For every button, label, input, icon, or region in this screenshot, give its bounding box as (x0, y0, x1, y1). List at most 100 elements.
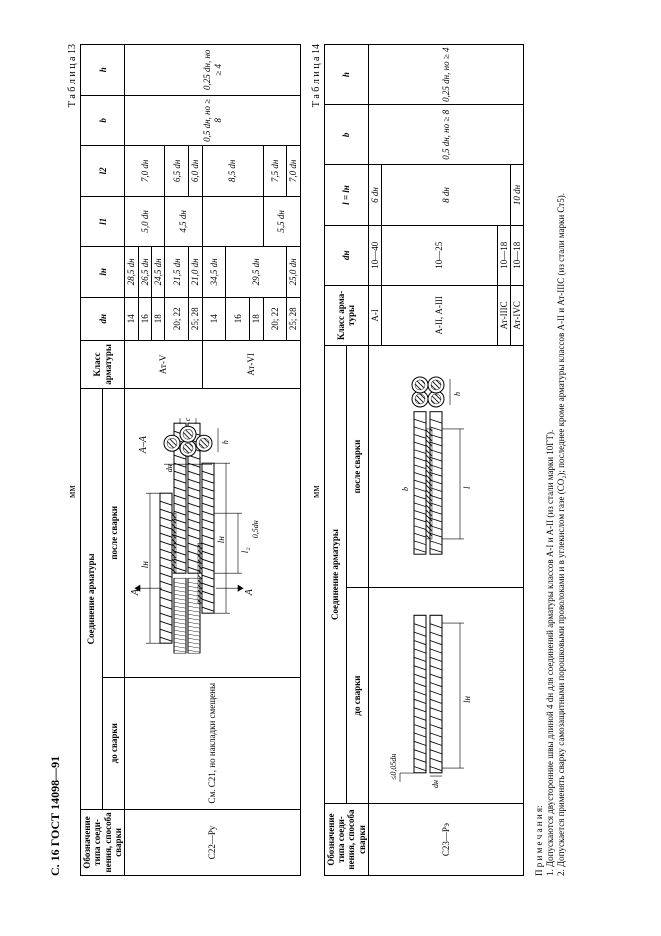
table-row: 7,0 dн (125, 146, 165, 197)
class-2: Ат-VI (202, 340, 300, 388)
notes: П р и м е ч а н и я: 1. Допускаются двус… (534, 44, 566, 876)
type-code-13: С22—Ру (125, 809, 300, 875)
note-1: 1. Допускаются двусторонние швы длиной 4… (545, 430, 555, 876)
diagram-14-before: ≤0,05dн lн dн (369, 588, 524, 804)
svg-text:l₂: l₂ (240, 547, 250, 553)
table-row: 25; 28 (189, 297, 202, 340)
table-row: 34,5 dн (202, 247, 226, 298)
diagram-14-after: l b h (369, 346, 524, 588)
col-class-14: Класс арма­туры (324, 285, 368, 345)
table-row: 16 (138, 297, 151, 340)
table-row: 10—25 (382, 225, 497, 285)
table-14-section: мм Т а б л и ц а 14 Обозначение типа сое… (311, 44, 525, 876)
col-conn-14: Соединение арматуры (324, 346, 346, 804)
col-b: b (81, 95, 125, 146)
table-row: 18 (250, 297, 263, 340)
table-row: 29,5 dн (226, 247, 287, 298)
svg-text:h: h (453, 392, 462, 396)
table-row: 14 (202, 297, 226, 340)
table-row: 26,5 dн (138, 247, 151, 298)
col-before-14: до сварки (346, 588, 368, 804)
table-row: 7,5 dн (263, 146, 287, 197)
svg-text:lн: lн (140, 560, 150, 568)
table-row: Ат-IIIС (497, 285, 510, 345)
table-14: Обозначение типа соеди­нения, спо­соба с… (324, 44, 525, 876)
col-class: Класс арма­туры (81, 340, 125, 388)
col-d-14: dн (324, 225, 368, 285)
table-row: 21,0 dн (189, 247, 202, 298)
svg-text:dн: dн (165, 464, 174, 472)
col-after: после сварки (103, 388, 125, 677)
table-13: Обозначение типа соеди­нения, спо­соба с… (80, 44, 301, 876)
before-note: См. С21, но накладки смещены (125, 677, 300, 809)
table-row: 6,0 dн (189, 146, 202, 197)
svg-text:b: b (401, 487, 410, 491)
svg-text:≤0,05dн: ≤0,05dн (389, 754, 398, 780)
table-row: 25,0 dн (287, 247, 300, 298)
table-13-caption: Т а б л и ц а 13 (67, 44, 78, 107)
col-conn: Соединение арматуры (81, 388, 103, 809)
svg-text:А: А (130, 588, 141, 596)
svg-text:lн: lн (216, 535, 226, 543)
svg-text:А: А (244, 588, 255, 596)
svg-text:h: h (221, 440, 230, 444)
col-h: h (81, 45, 125, 96)
table-row: 7,0 dн (287, 146, 300, 197)
col-h-14: h (324, 45, 368, 105)
col-l1: l1 (81, 196, 125, 247)
table-row: 8 dн (382, 165, 511, 225)
svg-text:А–А: А–А (138, 435, 149, 454)
table-row: 28,5 dн (125, 247, 138, 298)
table-13-section: мм Т а б л и ц а 13 Обозначение типа сое… (67, 44, 301, 876)
table-row (202, 196, 263, 247)
type-code-14: С23—Рэ (369, 804, 524, 876)
diagram-13: lн lн l₂ 0,5dн А А А–А (125, 388, 300, 677)
svg-text:lн: lн (462, 696, 472, 704)
note-2: 2. Допускается применять сварку самозащи… (556, 193, 566, 876)
col-b-14: b (324, 105, 368, 165)
table-row: Ат-IVС (511, 285, 524, 345)
h-val-14: 0,25 dн, но ≥ 4 (369, 45, 524, 105)
col-type-14: Обозначение типа соеди­нения, спо­соба с… (324, 804, 368, 876)
b-val-14: 0,5 dн, но ≥ 8 (369, 105, 524, 165)
table-row: 6,5 dн (165, 146, 189, 197)
table-row: 10—18 (511, 225, 524, 285)
class-1: Ат-V (125, 340, 202, 388)
col-ln: lн (81, 247, 125, 298)
col-d: dн (81, 297, 125, 340)
col-l2: l2 (81, 146, 125, 197)
table-row: 8,5 dн (202, 146, 263, 197)
table-row: А-II, А-III (382, 285, 497, 345)
table-row: 5,5 dн (263, 196, 300, 247)
table-row: 20; 22 (263, 297, 287, 340)
table-row: 16 (226, 297, 250, 340)
table-row: 24,5 dн (152, 247, 165, 298)
table-row: 18 (152, 297, 165, 340)
svg-text:dн: dн (431, 780, 440, 788)
table-row: 5,0 dн (125, 196, 165, 247)
table-row: А-I (369, 285, 382, 345)
unit-label: мм (67, 107, 78, 876)
notes-head: П р и м е ч а н и я: (534, 805, 544, 876)
svg-text:l: l (462, 486, 472, 489)
unit-label-2: мм (311, 107, 322, 876)
col-type: Обозначение типа соеди­нения, спо­соба с… (81, 809, 125, 875)
h-val-13: 0,25 dн, но ≥ 4 (125, 45, 300, 96)
table-row: 20; 22 (165, 297, 189, 340)
svg-text:0,5dн: 0,5dн (251, 520, 260, 538)
table-row: 21,5 dн (165, 247, 189, 298)
page-header: С. 16 ГОСТ 14098—91 (48, 44, 63, 876)
col-before: до сварки (103, 677, 125, 809)
table-row: 14 (125, 297, 138, 340)
table-row: 6 dн (369, 165, 382, 225)
b-val-13: 0,5 dн, но ≥ 8 (125, 95, 300, 146)
table-row: 4,5 dн (165, 196, 202, 247)
table-14-caption: Т а б л и ц а 14 (311, 44, 322, 107)
svg-text:с: с (183, 417, 192, 421)
table-row: 10—18 (497, 225, 510, 285)
table-row: 25; 28 (287, 297, 300, 340)
table-row: 10 dн (511, 165, 524, 225)
col-after-14: после сварки (346, 346, 368, 588)
col-l-14: l = lн (324, 165, 368, 225)
table-row: 10—40 (369, 225, 382, 285)
